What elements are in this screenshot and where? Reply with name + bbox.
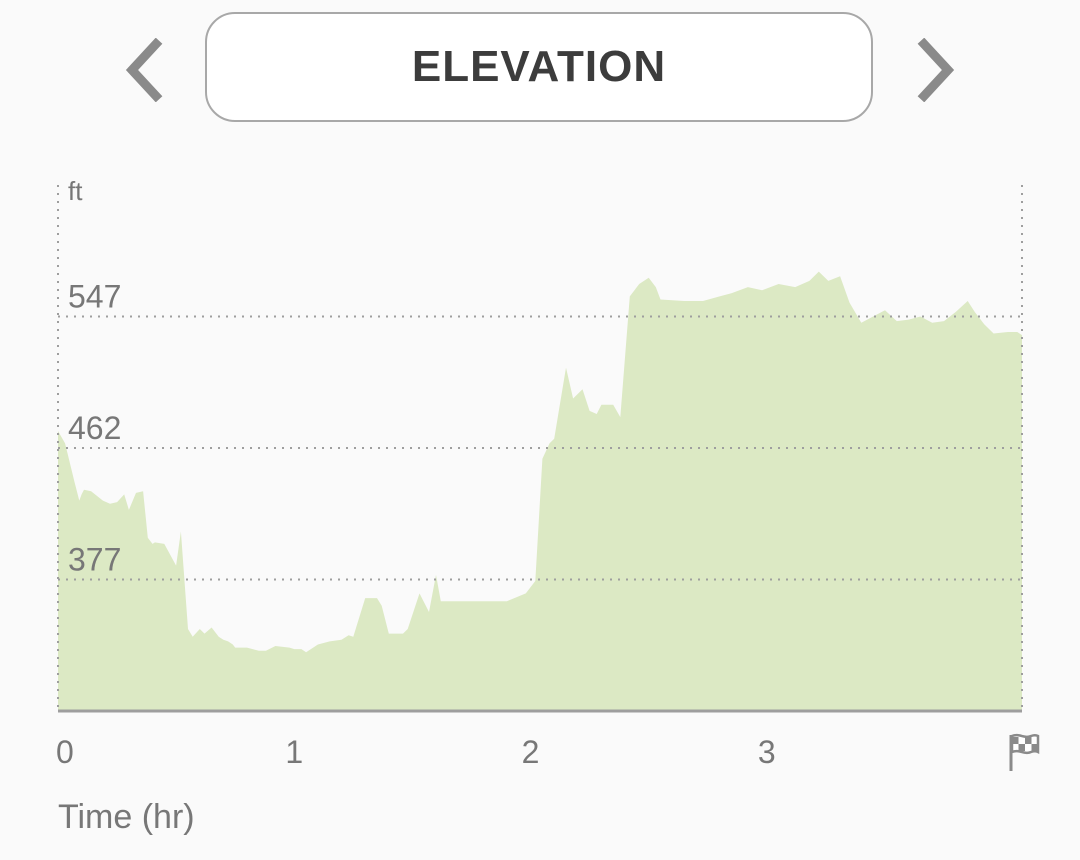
chart-title-selector[interactable]: ELEVATION [205,12,873,122]
x-tick-label: 2 [522,734,540,770]
y-axis-unit-label: ft [68,176,83,206]
x-tick-label: 1 [285,734,303,770]
chart-title: ELEVATION [411,42,667,91]
x-tick-label: 3 [758,734,776,770]
chevron-right-icon [917,38,955,102]
y-tick-label: 377 [68,542,121,578]
y-tick-label: 462 [68,410,121,446]
x-axis-title: Time (hr) [58,798,195,836]
chevron-left-icon [125,38,163,102]
y-tick-label: 547 [68,279,121,315]
x-tick-label: 0 [56,734,74,770]
previous-chart-button[interactable] [122,38,166,102]
elevation-area-series-0 [58,271,1022,711]
checkered-flag-icon [1009,733,1040,771]
next-chart-button[interactable] [914,38,958,102]
